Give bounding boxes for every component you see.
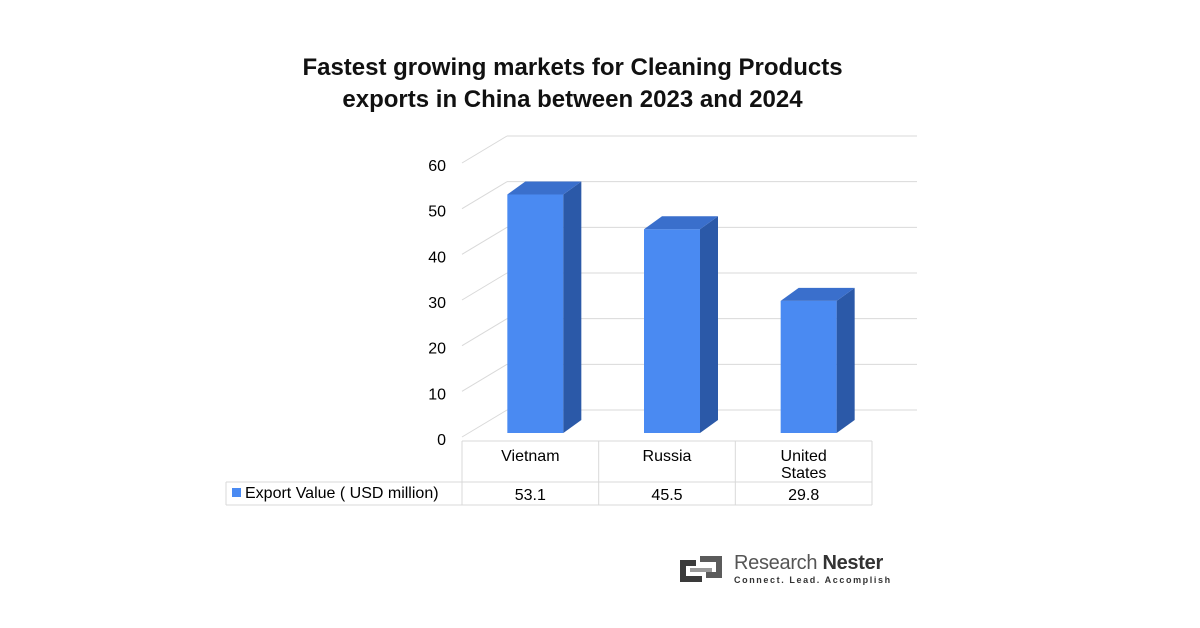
- chart-title-line-1: Fastest growing markets for Cleaning Pro…: [302, 54, 843, 81]
- x-category-label-2-line-2: States: [781, 465, 826, 482]
- logo-name-part1: Research: [734, 552, 818, 574]
- y-tick-label-2: 20: [428, 341, 446, 358]
- gridline-depth-3: [461, 272, 508, 301]
- gridline-depth-6: [461, 135, 508, 164]
- data-label-2: 29.8: [788, 487, 819, 504]
- logo-wordmark: Research Nester: [734, 552, 883, 575]
- x-category-label-0: Vietnam: [501, 448, 559, 465]
- bar-0: [507, 194, 564, 433]
- bar-side-0: [563, 181, 582, 433]
- y-tick-label-3: 30: [428, 295, 446, 312]
- x-category-label-1: Russia: [643, 448, 692, 465]
- bar-top-1: [644, 216, 718, 230]
- logo-name-part2: Nester: [822, 552, 883, 574]
- legend-label: Export Value ( USD million): [245, 485, 439, 502]
- bar-side-2: [836, 287, 855, 433]
- y-tick-label-4: 40: [428, 249, 446, 266]
- gridline-depth-5: [461, 181, 508, 210]
- bar-top-0: [507, 181, 582, 195]
- gridline-depth-2: [461, 318, 508, 347]
- gridline-depth-1: [461, 363, 508, 392]
- bar-top-2: [780, 287, 855, 301]
- bar-side-1: [700, 216, 718, 433]
- y-tick-label-1: 10: [428, 386, 446, 403]
- bar-1: [644, 229, 700, 433]
- legend-swatch: [232, 488, 241, 497]
- data-label-0: 53.1: [515, 487, 546, 504]
- bar-2: [780, 300, 837, 433]
- y-tick-label-5: 50: [428, 204, 446, 221]
- logo-tagline: Connect. Lead. Accomplish: [734, 575, 892, 585]
- data-label-1: 45.5: [651, 487, 682, 504]
- gridline-depth-0: [461, 409, 508, 438]
- gridline-depth-4: [461, 226, 508, 255]
- y-tick-label-0: 0: [437, 432, 446, 449]
- chart-title-line-2: exports in China between 2023 and 2024: [342, 86, 803, 113]
- x-category-label-2-line-1: United: [781, 448, 827, 465]
- chart-title: Fastest growing markets for Cleaning Pro…: [0, 52, 1145, 116]
- y-tick-label-6: 60: [428, 158, 446, 175]
- logo-icon: [680, 556, 722, 582]
- research-nester-logo: Research Nester Connect. Lead. Accomplis…: [676, 552, 896, 588]
